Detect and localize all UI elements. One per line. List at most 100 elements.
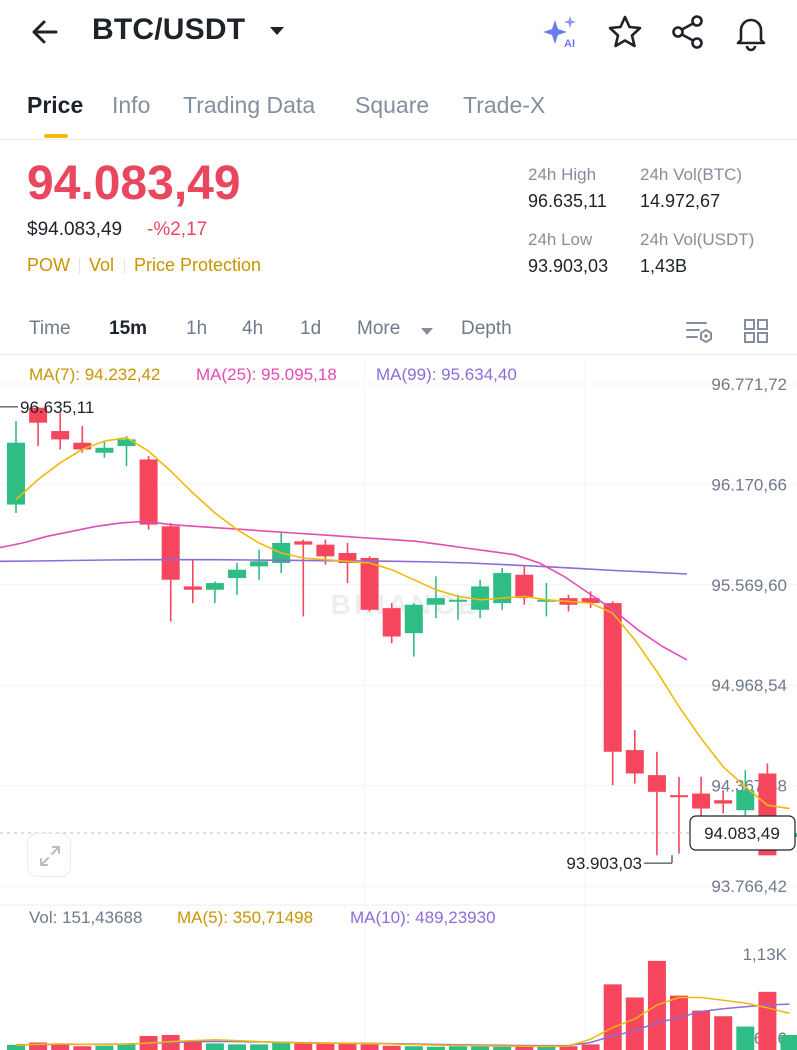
tab-trading-data[interactable]: Trading Data: [183, 92, 316, 118]
candle-body: [117, 439, 136, 447]
candle-body: [692, 793, 711, 809]
volume-bar: [449, 1046, 467, 1050]
candle-body: [250, 561, 269, 567]
volume-bar: [73, 1046, 92, 1050]
ai-sparkle-icon[interactable]: AI: [541, 12, 581, 52]
bell-icon[interactable]: [731, 12, 771, 52]
candle-body: [449, 599, 467, 602]
top-bar: BTC/USDT AI: [0, 0, 797, 64]
volume-bar: [338, 1042, 357, 1050]
tab-info[interactable]: Info: [112, 92, 151, 118]
tab-square[interactable]: Square: [355, 92, 430, 118]
star-icon[interactable]: [605, 12, 645, 52]
volume-bar: [250, 1044, 269, 1050]
current-price-box: [689, 815, 796, 851]
caret-down-icon[interactable]: [266, 20, 288, 42]
candle-body: [426, 598, 445, 605]
section-tabs: Price Info Trading Data Square Trade-X: [0, 86, 797, 140]
volume-bar: [316, 1043, 335, 1050]
candle-body: [625, 750, 644, 774]
vol-ma5-line: [15, 996, 790, 1048]
high-price-label: 96.635,11: [20, 398, 94, 417]
stat-24h-vol-usdt-value: 1,43B: [640, 256, 688, 276]
tag-pow[interactable]: POW: [27, 255, 70, 275]
volume-tick-label: 1,13K: [743, 945, 788, 964]
active-tab-indicator: [44, 134, 68, 138]
price-tick-label: 93.766,42: [711, 877, 787, 896]
candle-body: [139, 459, 158, 525]
volume-bar: [736, 1026, 755, 1050]
ma7-line: [15, 436, 790, 810]
stat-24h-vol-btc-value: 14.972,67: [640, 191, 721, 211]
stat-24h-low-value: 93.903,03: [528, 256, 609, 276]
volume-bar: [272, 1042, 291, 1050]
share-icon[interactable]: [668, 12, 708, 52]
stat-24h-high-value: 96.635,11: [528, 191, 607, 211]
interval-1h[interactable]: 1h: [186, 318, 208, 339]
volume-bar: [603, 984, 622, 1050]
candle-body: [73, 442, 92, 450]
chart-grid: [0, 356, 797, 1050]
chart-divider: [0, 354, 797, 355]
volume-bar: [205, 1043, 224, 1050]
candle-body: [360, 558, 379, 610]
volume-bar: [95, 1045, 114, 1050]
pair-selector[interactable]: BTC/USDT: [92, 13, 246, 46]
low-price-label: 93.903,03: [566, 854, 642, 873]
candle-body: [670, 795, 688, 798]
indicator-settings-icon[interactable]: [684, 316, 714, 346]
ma99-legend: MA(99): 95.634,40: [376, 365, 517, 384]
usd-price: $94.083,49: [27, 219, 123, 240]
volume-bar: [51, 1044, 70, 1050]
candle-body: [316, 544, 335, 557]
candle-body: [581, 598, 600, 604]
volume-ma-lines: [15, 996, 790, 1048]
candle-body: [404, 604, 423, 634]
more-caret-down-icon[interactable]: [418, 322, 436, 340]
stat-24h-vol-usdt-label: 24h Vol(USDT): [640, 230, 755, 249]
interval-time[interactable]: Time: [29, 318, 71, 339]
volume-bar: [780, 1034, 797, 1050]
tab-trade-x[interactable]: Trade-X: [463, 92, 546, 118]
current-price-label: 94.083,49: [704, 824, 780, 843]
volume-bar: [7, 1044, 25, 1050]
candle-body: [294, 541, 313, 545]
candle-body: [537, 599, 556, 602]
candle-body: [736, 790, 755, 811]
tab-price[interactable]: Price: [27, 92, 84, 118]
volume-bar: [758, 991, 777, 1050]
last-price: 94.083,49: [27, 157, 241, 210]
ma25-line: [0, 520, 688, 661]
tag-divider: [79, 258, 80, 274]
fullscreen-button[interactable]: [27, 833, 71, 877]
back-arrow-icon[interactable]: [26, 14, 66, 50]
volume-bar: [515, 1046, 534, 1050]
volume-bar: [625, 997, 644, 1050]
interval-4h[interactable]: 4h: [242, 318, 264, 339]
layout-grid-icon[interactable]: [741, 316, 771, 346]
tag-price-protection[interactable]: Price Protection: [134, 255, 262, 275]
ma25-legend: MA(25): 95.095,18: [196, 365, 337, 384]
candlestick-chart[interactable]: BINANCE 96.771,7296.170,6695.569,6094.96…: [0, 356, 797, 1050]
stat-24h-vol-btc-label: 24h Vol(BTC): [640, 165, 743, 184]
volume-legend: Vol: 151,43688: [29, 908, 143, 927]
volume-bar: [537, 1046, 556, 1050]
price-tick-label: 96.771,72: [711, 375, 787, 394]
ma7-legend: MA(7): 94.232,42: [29, 365, 161, 384]
candle-body: [29, 407, 48, 423]
interval-more[interactable]: More: [357, 318, 401, 339]
price-change-percent: -%2,17: [147, 219, 208, 240]
volume-bar: [382, 1045, 401, 1050]
candle-body: [7, 442, 25, 505]
interval-1d[interactable]: 1d: [300, 318, 322, 339]
volume-bar: [117, 1044, 136, 1050]
candle-body: [603, 603, 622, 752]
candle-body: [95, 447, 114, 453]
tag-vol[interactable]: Vol: [89, 255, 115, 275]
interval-depth[interactable]: Depth: [461, 318, 512, 339]
stat-24h-low-label: 24h Low: [528, 230, 593, 249]
candle-body: [471, 586, 490, 610]
interval-15m[interactable]: 15m: [109, 318, 148, 339]
volume-bar: [471, 1046, 490, 1050]
volume-bar: [404, 1046, 423, 1050]
